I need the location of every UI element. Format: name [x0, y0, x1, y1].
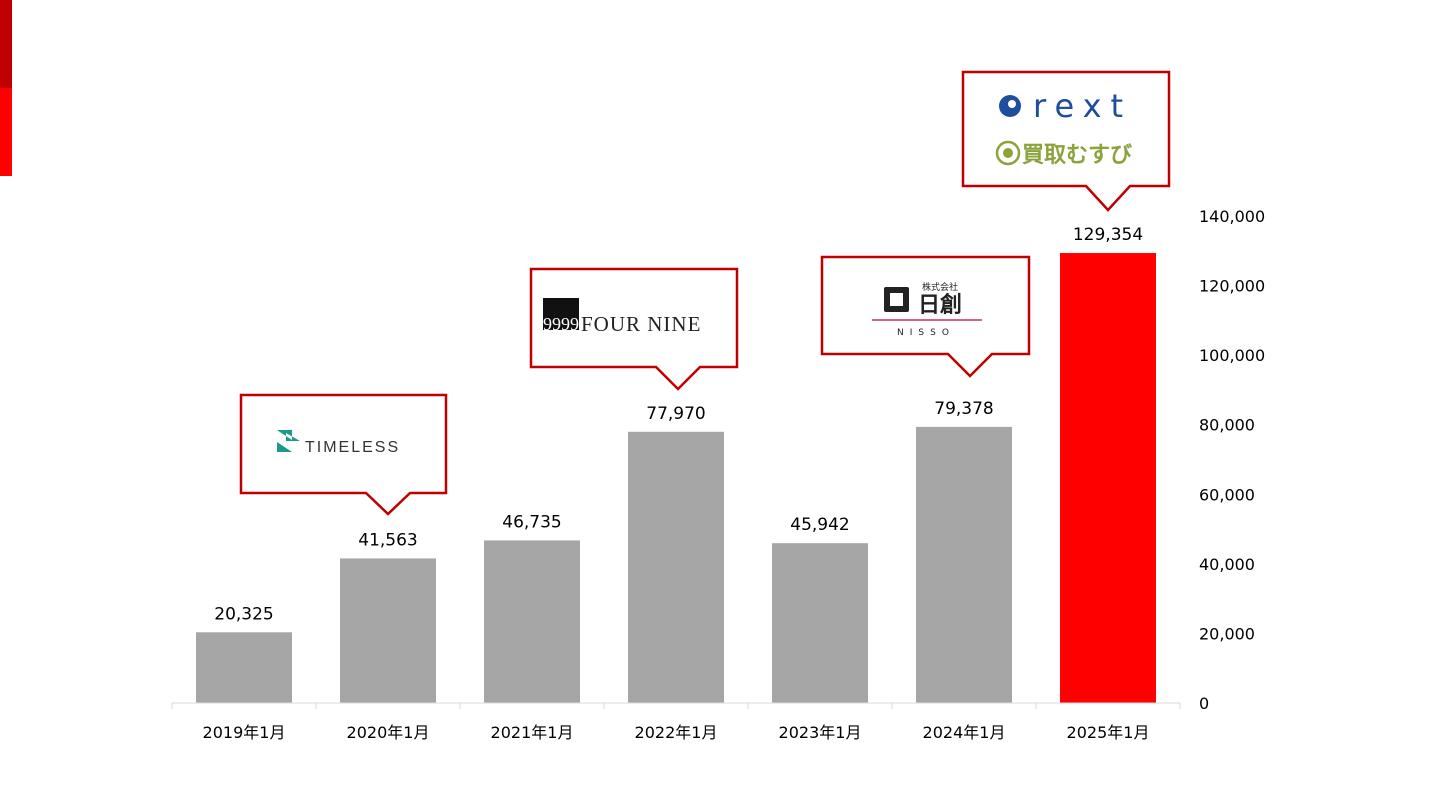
value-label: 129,354 [1073, 225, 1143, 245]
musubi-mark-icon [995, 140, 1021, 166]
x-tick-label: 2020年1月 [347, 723, 430, 742]
fournine-logo: 9999 FOUR NINE [543, 298, 701, 336]
bar-2025年1月 [1060, 253, 1156, 703]
value-label: 77,970 [646, 404, 705, 424]
rext-wordmark: rext [1033, 87, 1132, 125]
bar-2024年1月 [916, 426, 1012, 703]
value-label: 41,563 [358, 530, 417, 550]
callout-border [239, 393, 448, 516]
timeless-logo: TIMELESS [277, 430, 400, 456]
musubi-mark-inner [1003, 148, 1013, 158]
value-label: 46,735 [502, 512, 561, 532]
bars-group [196, 253, 1156, 703]
y-tick-label: 120,000 [1199, 277, 1265, 296]
value-labels-group: 20,325 41,563 46,735 77,970 45,942 79,378 129,… [214, 225, 1143, 624]
nisso-romaji: NISSO [897, 328, 955, 338]
rext-mark-inner [1008, 100, 1016, 108]
timeless-wordmark: TIMELESS [305, 439, 400, 456]
y-tick-label: 100,000 [1199, 346, 1265, 365]
y-tick-label: 140,000 [1199, 207, 1265, 226]
fournine-wordmark: FOUR NINE [581, 312, 701, 336]
accent-bar-top [0, 0, 12, 88]
y-tick-labels: 0 20,000 40,000 60,000 80,000 100,000 120,000 1… [1199, 207, 1265, 713]
timeless-mark-icon [277, 430, 300, 452]
value-label: 45,942 [790, 515, 849, 535]
musubi-wordmark: 買取むすび [1022, 143, 1132, 168]
rext-kaitori-musubi-logo: rext 買取むすび [995, 87, 1132, 168]
x-tick-label: 2025年1月 [1067, 723, 1150, 742]
y-tick-label: 80,000 [1199, 416, 1255, 435]
nisso-company-type: 株式会社 [922, 281, 958, 293]
callout-border [820, 255, 1031, 378]
bar-2020年1月 [340, 558, 436, 703]
callout-border [529, 267, 739, 391]
callout-rext-kaitori-musubi-logo: rext 買取むすび [961, 70, 1171, 212]
value-label: 20,325 [214, 604, 273, 624]
x-tick-label: 2024年1月 [923, 723, 1006, 742]
bar-2019年1月 [196, 632, 292, 703]
nisso-kanji: 日創 [918, 293, 962, 318]
x-tick-label: 2021年1月 [491, 723, 574, 742]
x-tick-labels: 2019年1月 2020年1月 2021年1月 2022年1月 2023年1月 2024年… [203, 723, 1150, 742]
x-tick-label: 2023年1月 [779, 723, 862, 742]
callout-fournine-logo: 9999 FOUR NINE [529, 267, 739, 391]
y-tick-label: 0 [1199, 694, 1209, 713]
fournine-number: 9999 [543, 314, 579, 334]
x-tick-marks [171, 703, 1181, 709]
accent-bar-bottom [0, 88, 12, 176]
bar-2022年1月 [628, 431, 724, 703]
bar-2023年1月 [772, 543, 868, 703]
value-label: 79,378 [934, 399, 993, 419]
y-tick-label: 40,000 [1199, 555, 1255, 574]
x-tick-label: 2019年1月 [203, 723, 286, 742]
y-tick-label: 60,000 [1199, 485, 1255, 504]
x-tick-label: 2022年1月 [635, 723, 718, 742]
fournine-mark-icon [543, 298, 579, 330]
callout-timeless-logo: TIMELESS [239, 393, 448, 516]
nisso-mark-inner [890, 293, 903, 306]
y-tick-label: 20,000 [1199, 624, 1255, 643]
bar-2021年1月 [484, 540, 580, 703]
